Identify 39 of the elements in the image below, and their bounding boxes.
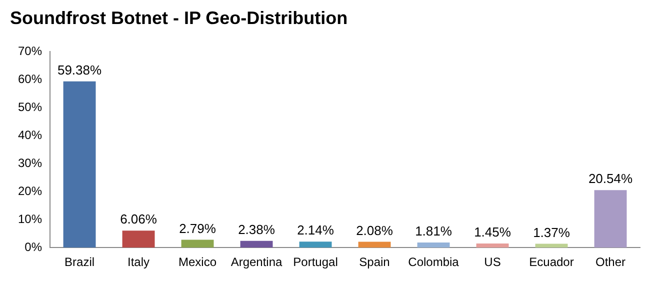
bar: [63, 81, 96, 248]
x-tick-label: Brazil: [64, 255, 95, 270]
x-tick-label: Colombia: [408, 255, 460, 270]
x-tick-label: Mexico: [178, 255, 217, 270]
bar: [417, 242, 450, 248]
y-tick-label: 10%: [18, 212, 42, 226]
data-label: 1.81%: [415, 224, 452, 239]
data-label: 2.79%: [179, 220, 216, 236]
x-tick-label: Argentina: [230, 255, 283, 270]
data-label: 2.08%: [356, 222, 394, 238]
bar: [181, 240, 214, 248]
x-tick-label: US: [484, 255, 501, 270]
y-tick-label: 20%: [18, 184, 42, 198]
data-label: 2.14%: [297, 222, 334, 238]
data-label: 1.45%: [474, 224, 512, 240]
x-tick-label: Ecuador: [529, 255, 574, 270]
data-label: 20.54%: [588, 171, 633, 186]
bar: [594, 190, 627, 248]
y-tick-label: 70%: [18, 44, 42, 58]
x-tick-label: Spain: [359, 255, 390, 270]
chart-title: Soundfrost Botnet - IP Geo-Distribution: [10, 8, 348, 28]
data-label: 1.37%: [533, 224, 570, 240]
x-tick-label: Other: [595, 255, 626, 270]
x-tick-label: Italy: [128, 255, 150, 270]
bar: [299, 242, 332, 248]
data-label: 6.06%: [120, 212, 158, 227]
bar: [240, 240, 273, 248]
y-tick-label: 40%: [18, 128, 42, 142]
bar: [535, 244, 568, 248]
y-tick-label: 60%: [18, 72, 42, 86]
bar: [122, 230, 155, 248]
data-label: 2.38%: [238, 222, 276, 238]
y-tick-label: 30%: [18, 156, 42, 170]
x-tick-label: Portugal: [293, 255, 338, 270]
y-tick-label: 50%: [18, 100, 42, 114]
y-tick-label: 0%: [24, 240, 42, 254]
bar: [476, 244, 509, 248]
data-label: 59.38%: [57, 62, 102, 78]
bar: [358, 242, 391, 248]
